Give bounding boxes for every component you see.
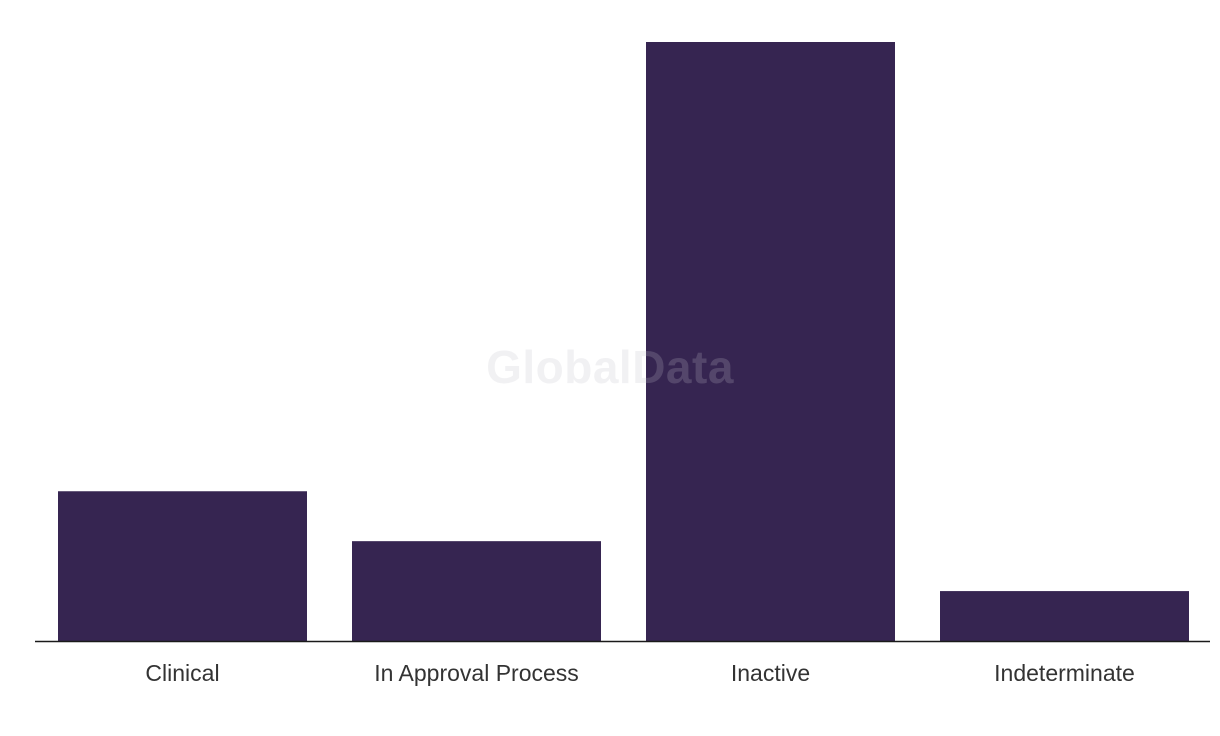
x-tick-label: Inactive — [731, 660, 810, 686]
x-tick-label: Indeterminate — [994, 660, 1135, 686]
bar-clinical — [58, 491, 307, 641]
bars-group — [58, 42, 1189, 641]
x-tick-label: Clinical — [145, 660, 219, 686]
x-tick-label: In Approval Process — [374, 660, 579, 686]
bar-inactive — [646, 42, 895, 641]
x-tick-labels: Clinical In Approval Process Inactive Indet… — [145, 660, 1134, 686]
bar-indeterminate — [940, 591, 1189, 641]
bar-in-approval-process — [352, 541, 601, 641]
